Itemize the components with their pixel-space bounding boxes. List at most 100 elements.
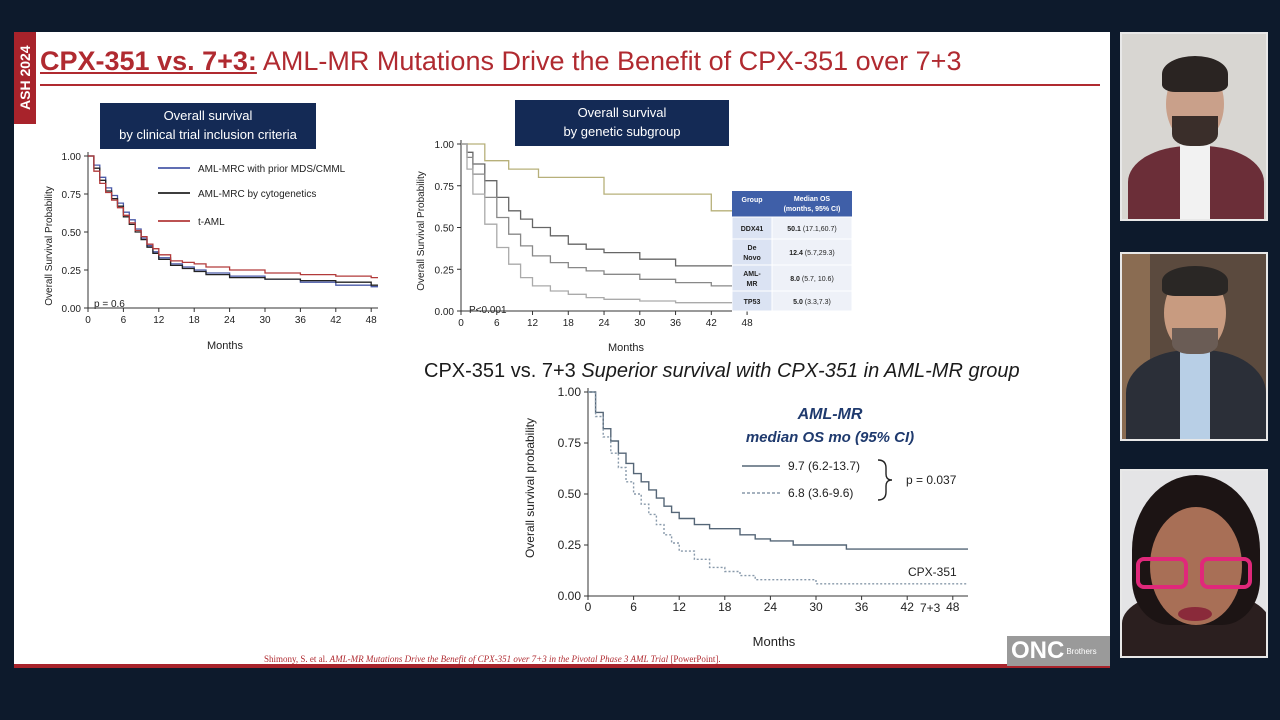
x-tick-label: 36 [855, 600, 869, 614]
participant-3-glasses-left [1136, 557, 1188, 589]
chart-mid: Overall Survival Probability Months P<0.… [416, 140, 759, 354]
conference-tag: ASH 2024 [14, 32, 36, 124]
table-header-bg [732, 191, 852, 217]
y-tick-label: 0.50 [435, 224, 455, 235]
left-xlabel: Months [207, 340, 244, 352]
title-underline [40, 84, 1100, 86]
x-tick-label: 30 [259, 315, 271, 326]
series-line-1 [88, 155, 378, 286]
participant-2-shirt [1180, 350, 1210, 439]
y-tick-label: 0.00 [558, 589, 582, 603]
x-tick-label: 36 [295, 315, 307, 326]
y-tick-label: 0.75 [62, 190, 82, 201]
left-pvalue: p = 0.6 [94, 299, 125, 310]
left-header-line2: by clinical trial inclusion criteria [119, 127, 297, 142]
participant-3-mouth [1178, 607, 1212, 621]
table-cell-group: Novo [743, 255, 761, 262]
x-tick-label: 12 [527, 318, 539, 329]
y-tick-label: 0.25 [62, 266, 82, 277]
series-line-0 [588, 391, 968, 550]
bottom-xlabel: Months [753, 634, 796, 649]
participant-2-beard [1172, 328, 1218, 354]
x-tick-label: 0 [85, 315, 91, 326]
x-tick-label: 48 [366, 315, 378, 326]
table-cell-group: De [748, 245, 757, 252]
legend-title-1: AML-MR [797, 406, 863, 423]
curve-label-73: 7+3 [920, 601, 941, 615]
table-row-value [771, 264, 853, 292]
series-line-3 [461, 143, 759, 304]
bottom-panel-subheading: CPX-351 vs. 7+3 Superior survival with C… [424, 360, 1020, 383]
slide-title: CPX-351 vs. 7+3: AML-MR Mutations Drive … [40, 46, 961, 77]
bottom-pvalue: p = 0.037 [906, 473, 957, 487]
x-tick-label: 42 [706, 318, 718, 329]
x-tick-label: 42 [901, 600, 915, 614]
slide-footer-rule [14, 664, 1110, 668]
title-prefix: CPX-351 vs. 7+3: [40, 46, 257, 76]
mid-xlabel: Months [608, 342, 645, 354]
citation-prefix: Shimony, S. et al. [264, 654, 328, 664]
legend-title-2: median OS mo (95% CI) [746, 429, 914, 446]
x-tick-label: 6 [630, 600, 637, 614]
table-cell-group: AML- [743, 271, 761, 278]
table-cell-group: TP53 [744, 299, 761, 306]
series-line-1 [461, 143, 759, 267]
mid-header-line2: by genetic subgroup [563, 124, 681, 139]
y-tick-label: 0.25 [558, 538, 582, 552]
x-tick-label: 6 [494, 318, 500, 329]
y-tick-label: 1.00 [62, 152, 82, 163]
chart-bottom: Overall survival probability Months AML-… [523, 385, 968, 649]
series-line-2 [88, 155, 378, 279]
table-row-value [771, 238, 853, 266]
median-os-table: Group Median OS (months, 95% CI) DDX41 50.1 … [732, 191, 853, 312]
subheading-italic: Superior survival with CPX-351 in AML-MR… [581, 360, 1020, 382]
left-header-line1: Overall survival [163, 108, 253, 123]
y-tick-label: 0.50 [558, 487, 582, 501]
participant-video-3[interactable] [1120, 469, 1268, 658]
table-cell-group: MR [747, 281, 758, 288]
table-cell-median: 8.0 (5.7, 10.6) [790, 276, 834, 283]
participant-2-hair [1162, 266, 1228, 296]
series-line-0 [88, 155, 378, 288]
x-tick-label: 12 [673, 600, 687, 614]
y-tick-label: 0.75 [435, 182, 455, 193]
x-tick-label: 24 [224, 315, 236, 326]
table-row-value [771, 290, 853, 312]
y-tick-label: 0.50 [62, 228, 82, 239]
table-header-median: Median OS [794, 196, 831, 203]
mid-ylabel: Overall Survival Probability [416, 171, 427, 291]
y-tick-label: 0.00 [435, 307, 455, 318]
legend-solid-label: 9.7 (6.2-13.7) [788, 459, 860, 473]
bottom-ylabel: Overall survival probability [523, 418, 537, 558]
x-tick-label: 36 [670, 318, 682, 329]
table-header-group: Group [742, 197, 763, 204]
legend-brace [877, 459, 893, 501]
x-tick-label: 18 [189, 315, 201, 326]
y-tick-label: 0.00 [62, 304, 82, 315]
x-tick-label: 24 [598, 318, 610, 329]
x-tick-label: 30 [809, 600, 823, 614]
mid-panel-header: Overall survival by genetic subgroup [515, 100, 729, 146]
participant-1-shirt [1180, 144, 1210, 219]
legend-label-cyto: AML-MRC by cytogenetics [198, 189, 316, 200]
participant-3-glasses-right [1200, 557, 1252, 589]
logo-small-text: Brothers [1066, 646, 1097, 656]
participant-1-beard [1172, 116, 1218, 146]
table-cell-median: 50.1 (17.1,60.7) [787, 226, 836, 233]
y-tick-label: 0.75 [558, 436, 582, 450]
table-header-median-ci: (months, 95% CI) [784, 206, 841, 213]
table-cell-median: 12.4 (5.7,29.3) [789, 250, 835, 257]
x-tick-label: 48 [742, 318, 754, 329]
subheading-prefix: CPX-351 vs. 7+3 [424, 360, 576, 382]
y-tick-label: 1.00 [435, 140, 455, 151]
left-ylabel: Overall Survival Probability [44, 186, 55, 306]
x-tick-label: 42 [330, 315, 342, 326]
participant-video-2[interactable] [1120, 252, 1268, 441]
x-tick-label: 30 [634, 318, 646, 329]
legend-label-taml: t-AML [198, 217, 225, 228]
x-tick-label: 6 [121, 315, 127, 326]
x-tick-label: 24 [764, 600, 778, 614]
y-tick-label: 0.25 [435, 265, 455, 276]
legend-dashed-label: 6.8 (3.6-9.6) [788, 486, 853, 500]
participant-video-1[interactable] [1120, 32, 1268, 221]
